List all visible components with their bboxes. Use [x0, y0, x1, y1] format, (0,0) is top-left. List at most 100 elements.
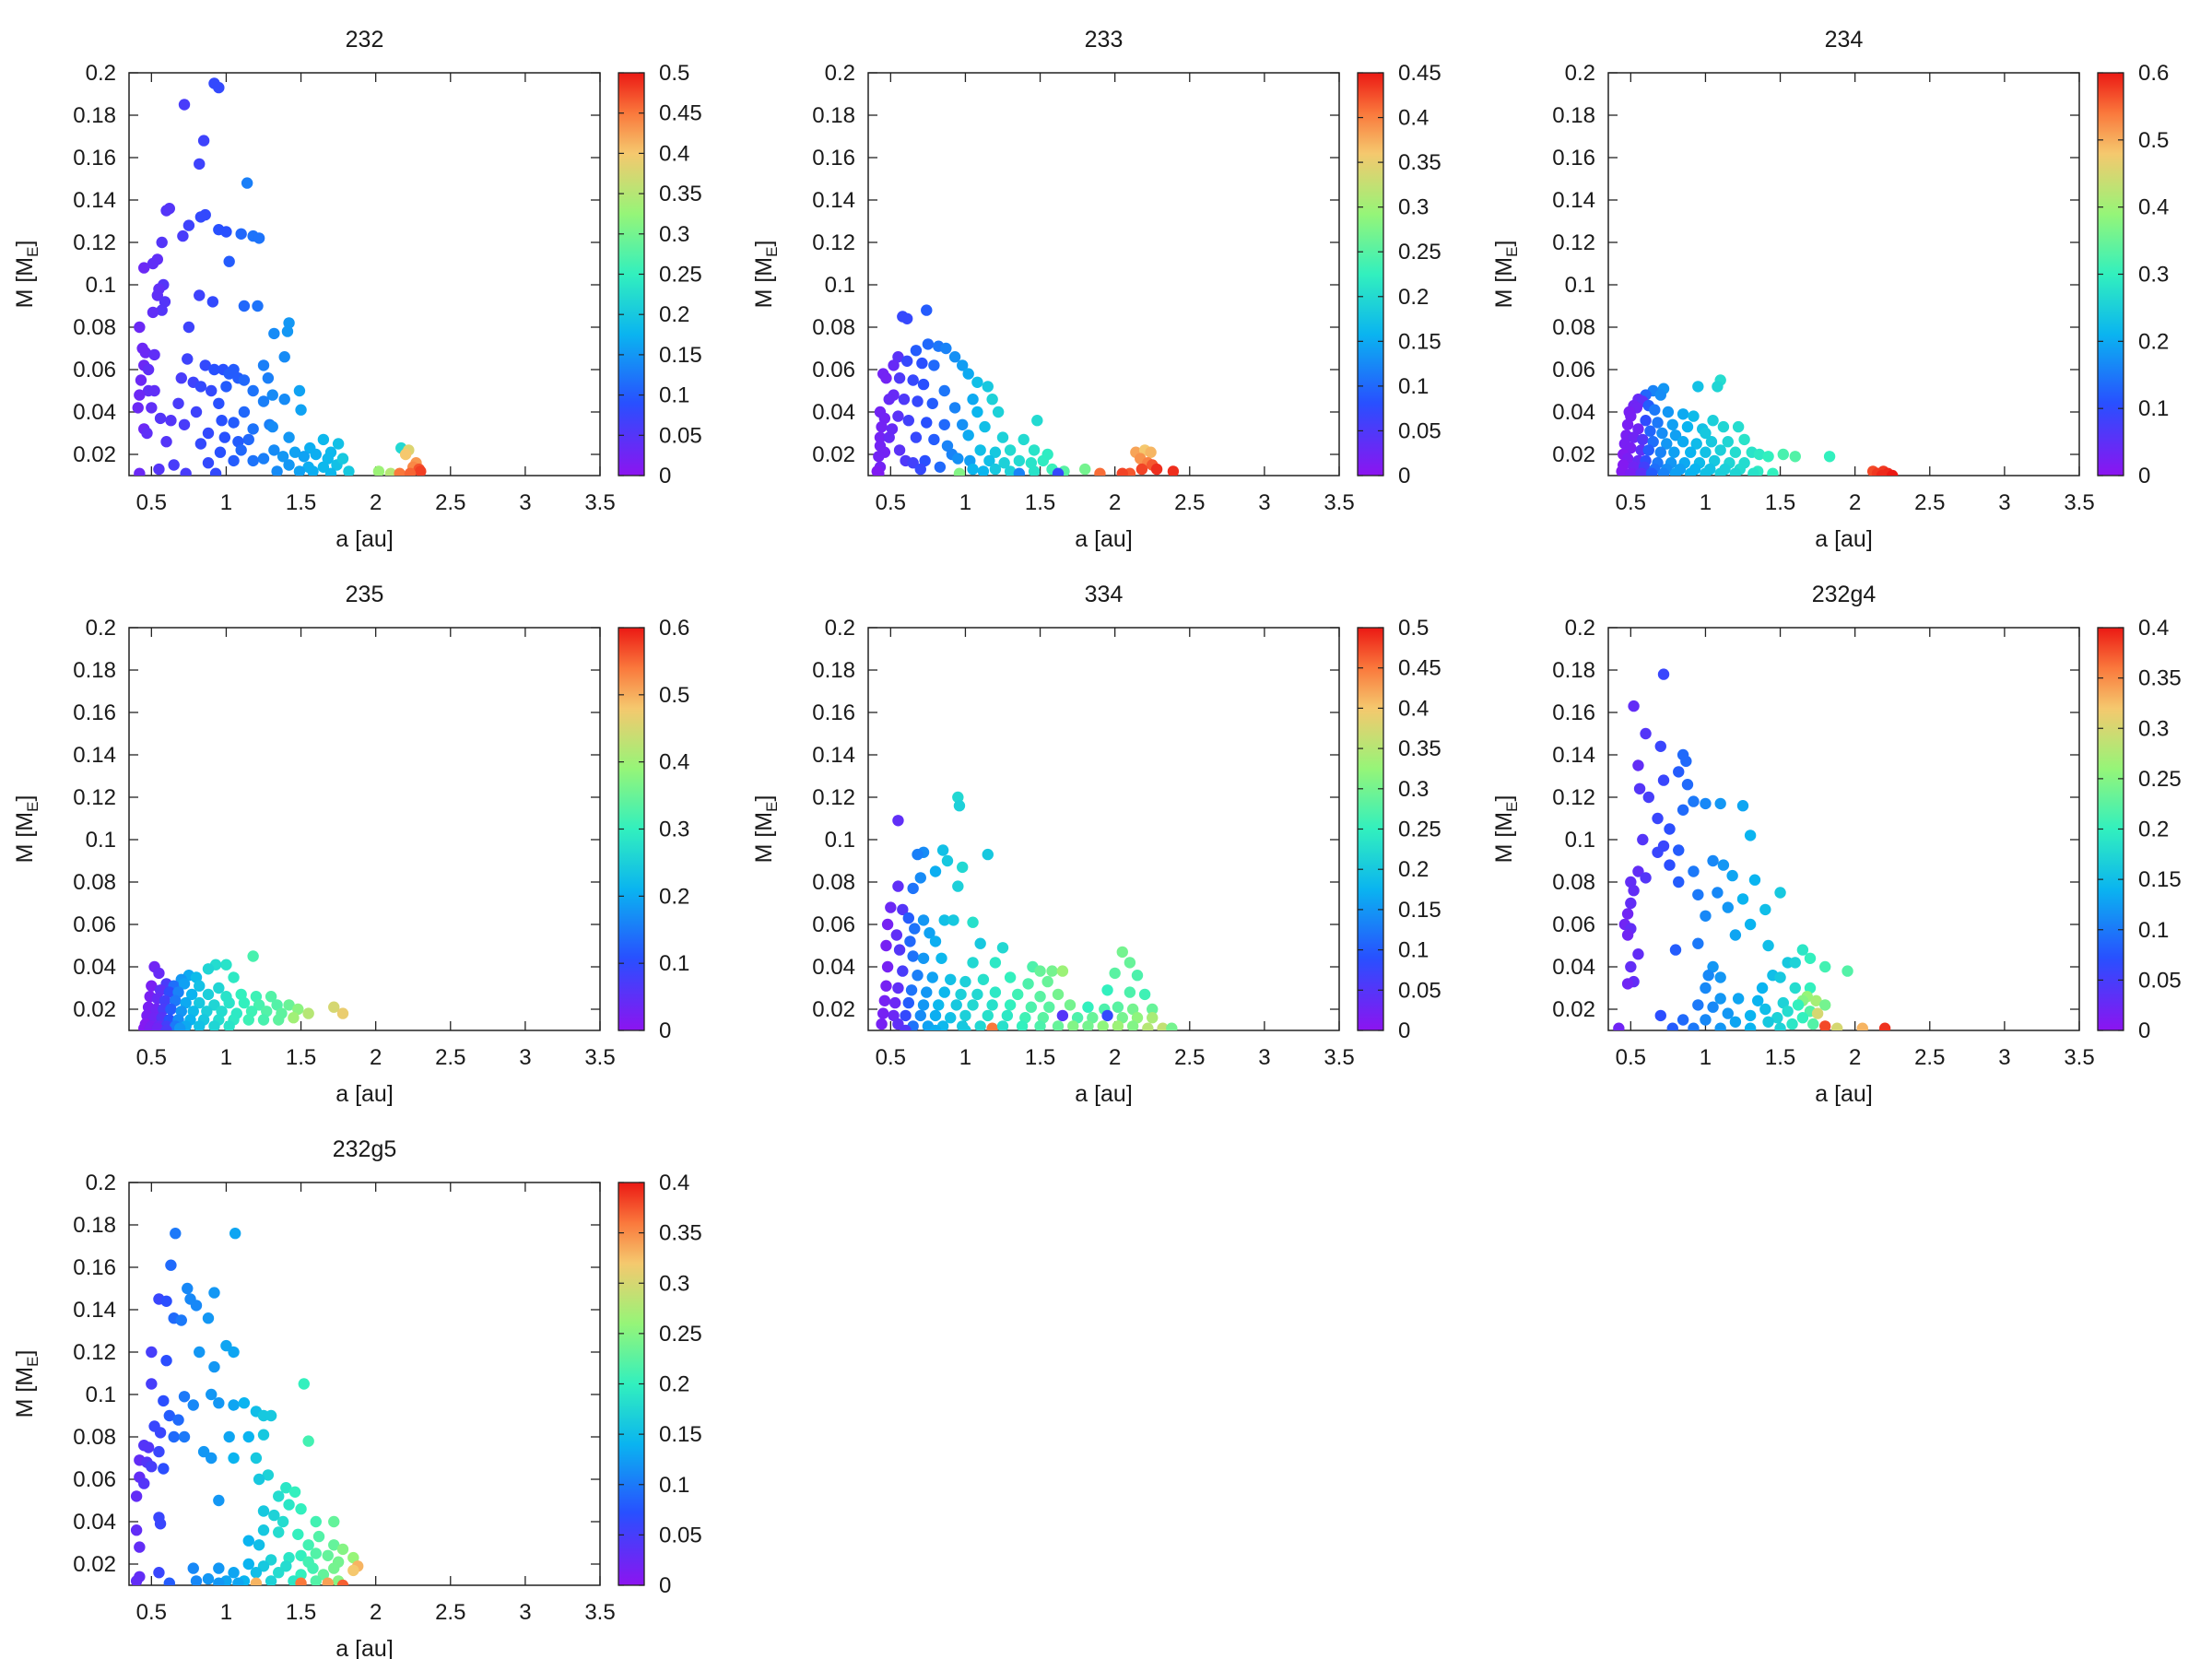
colorbar-tick-label: 0.5	[2138, 128, 2169, 153]
scatter-point	[1856, 1022, 1868, 1030]
x-tick-label: 1	[959, 490, 971, 515]
scatter-point	[1116, 946, 1128, 959]
scatter-point	[881, 918, 894, 931]
scatter-point	[153, 967, 165, 980]
scatter-point	[876, 420, 888, 433]
scatter-point	[194, 381, 207, 393]
x-tick-label: 3	[519, 1600, 531, 1625]
y-tick-label: 0.2	[825, 616, 855, 641]
scatter-point	[173, 1022, 186, 1030]
plot-frame	[1607, 72, 2080, 477]
y-tick-label: 0.02	[1552, 442, 1595, 467]
scatter-point	[336, 1543, 349, 1556]
scatter-point	[1771, 1012, 1783, 1024]
scatter-point	[328, 1001, 340, 1013]
colorbar-tick-label: 0.35	[1398, 150, 1441, 175]
scatter-point	[130, 1524, 143, 1536]
x-tick-label: 1	[1700, 1045, 1712, 1070]
scatter-point	[130, 1575, 143, 1585]
scatter-point	[1124, 957, 1136, 969]
scatter-point	[262, 1469, 275, 1481]
x-tick-label: 0.5	[136, 1600, 167, 1625]
scatter-point	[967, 957, 979, 969]
scatter-point	[1167, 465, 1180, 476]
scatter-point	[1012, 988, 1024, 1001]
y-tick-label: 0.08	[812, 870, 855, 895]
scatter-point	[206, 384, 218, 397]
scatter-point	[1004, 971, 1017, 983]
scatter-point	[1052, 1020, 1065, 1030]
y-tick-label: 0.12	[1552, 785, 1595, 810]
scatter-point	[147, 306, 159, 319]
y-tick-label: 0.1	[86, 273, 116, 298]
scatter-point	[247, 384, 259, 397]
x-tick-label: 1.5	[286, 1045, 316, 1070]
y-tick-label: 0.02	[1552, 997, 1595, 1022]
scatter-point	[1707, 960, 1719, 973]
scatter-point	[336, 1007, 349, 1019]
x-tick-label: 3.5	[584, 1045, 615, 1070]
x-tick-label: 2	[1849, 490, 1861, 515]
scatter-point	[307, 1562, 319, 1574]
scatter-point	[924, 927, 935, 939]
scatter-point	[178, 418, 191, 430]
y-tick-label: 0.14	[1552, 188, 1595, 213]
scatter-point	[178, 1391, 191, 1403]
scatter-point	[902, 415, 914, 427]
scatter-point	[399, 448, 412, 461]
scatter-point	[971, 376, 983, 388]
scatter-point	[283, 459, 295, 471]
scatter-point	[986, 1022, 998, 1030]
scatter-point	[146, 1378, 158, 1390]
scatter-point	[252, 300, 264, 312]
scatter-point	[955, 988, 967, 1001]
y-axis-label-close: ]	[1491, 795, 1517, 802]
scatter-point	[238, 1397, 251, 1409]
scatter-point	[1677, 408, 1689, 420]
panel-title: 232g5	[333, 1136, 397, 1162]
scatter-point	[310, 448, 322, 461]
scatter-point	[974, 444, 986, 456]
colorbar-tick-label: 0.4	[1398, 106, 1429, 131]
scatter-point	[1700, 467, 1712, 476]
scatter-point	[1056, 965, 1069, 977]
y-tick-label: 0.04	[1552, 400, 1595, 425]
x-tick-label: 1	[220, 1600, 232, 1625]
scatter-point	[187, 1562, 199, 1574]
scatter-point	[206, 1388, 218, 1401]
scatter-point	[952, 880, 964, 892]
scatter-point	[160, 436, 172, 448]
scatter-point	[897, 903, 909, 916]
scatter-point	[194, 980, 206, 992]
y-tick-label: 0.18	[812, 103, 855, 128]
scatter-point	[172, 1414, 184, 1426]
scatter-point	[1150, 463, 1163, 476]
colorbar-tick-label: 0.3	[2138, 263, 2169, 288]
scatter-point	[1748, 874, 1761, 886]
scatter-point	[154, 1427, 167, 1439]
x-tick-label: 2.5	[1914, 1045, 1945, 1070]
scatter-point	[310, 1547, 322, 1559]
scatter-point	[168, 459, 180, 471]
colorbar-tick-label: 0.1	[659, 383, 689, 408]
scatter-point	[904, 935, 916, 947]
y-axis-label-subscript: E	[763, 802, 781, 812]
scatter-point	[235, 228, 247, 240]
scatter-point	[893, 444, 906, 456]
scatter-point	[1669, 467, 1682, 476]
scatter-point	[292, 1003, 304, 1016]
scatter-point	[1669, 429, 1682, 441]
scatter-point	[273, 1567, 285, 1579]
y-tick-label: 0.12	[1552, 230, 1595, 255]
scatter-point	[1628, 431, 1640, 443]
y-tick-label: 0.14	[812, 188, 855, 213]
scatter-point	[1664, 823, 1676, 835]
scatter-point	[959, 1009, 971, 1022]
scatter-point	[986, 999, 998, 1011]
scatter-point	[202, 427, 215, 440]
scatter-point	[138, 262, 150, 274]
scatter-point	[223, 1020, 235, 1030]
scatter-point	[1677, 804, 1689, 816]
scatter-point	[1662, 406, 1675, 418]
scatter-point	[977, 973, 990, 986]
